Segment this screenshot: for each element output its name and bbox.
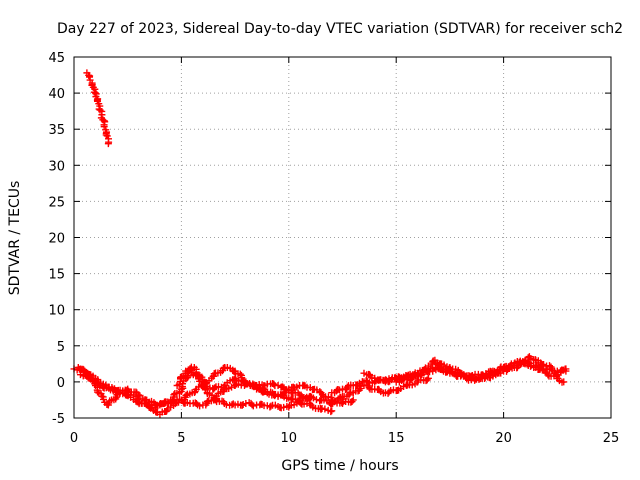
series-markers xyxy=(173,363,432,408)
grid-lines xyxy=(74,57,611,418)
series-track-c xyxy=(76,371,357,412)
x-axis-title: GPS time / hours xyxy=(281,458,398,474)
y-tick-label: 40 xyxy=(48,87,65,102)
y-tick-label: 15 xyxy=(48,268,65,283)
x-tick-label: 5 xyxy=(177,431,185,446)
axis-ticks: 0 5 10 15 20 25 -5 0 5 10 15 20 25 30 35 40 45 xyxy=(48,51,619,446)
series-markers xyxy=(83,69,113,148)
x-tick-label: 25 xyxy=(603,431,620,446)
x-tick-label: 0 xyxy=(70,431,78,446)
y-tick-label: 20 xyxy=(48,232,65,247)
y-tick-label: 5 xyxy=(57,340,65,355)
series-markers xyxy=(392,359,570,386)
y-tick-label: 0 xyxy=(57,376,65,391)
series-track-g xyxy=(392,359,570,386)
y-tick-label: 30 xyxy=(48,159,65,174)
y-axis-title: SDTVAR / TECUs xyxy=(7,181,23,296)
x-tick-label: 10 xyxy=(281,431,298,446)
y-tick-label: -5 xyxy=(52,412,65,427)
y-tick-label: 45 xyxy=(48,51,65,66)
x-tick-label: 20 xyxy=(495,431,512,446)
data-points xyxy=(70,69,570,418)
chart-title: Day 227 of 2023, Sidereal Day-to-day VTE… xyxy=(57,21,623,37)
series-track-d xyxy=(173,363,432,408)
y-tick-label: 35 xyxy=(48,123,65,138)
series-early-high xyxy=(83,69,113,148)
x-tick-label: 15 xyxy=(388,431,405,446)
y-tick-label: 25 xyxy=(48,195,65,210)
y-tick-label: 10 xyxy=(48,304,65,319)
series-markers xyxy=(76,371,357,412)
